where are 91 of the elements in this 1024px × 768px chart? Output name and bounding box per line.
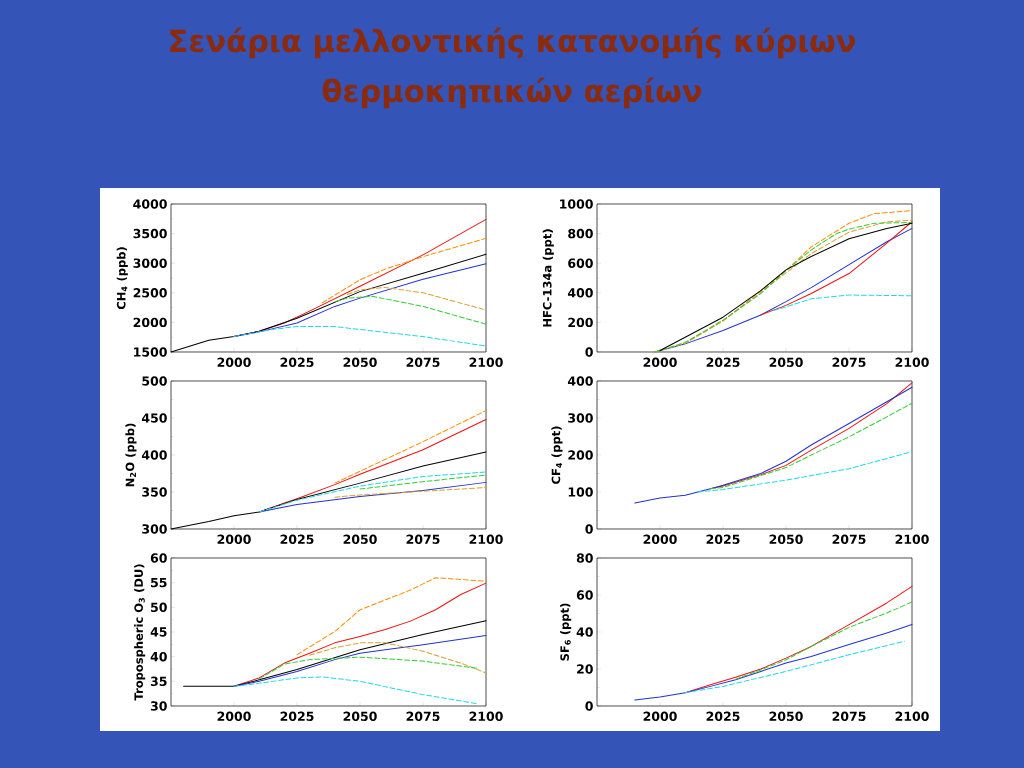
- y-tick-label: 800: [568, 228, 593, 239]
- x-tick-label: 2050: [343, 711, 377, 721]
- line-series: [760, 221, 913, 316]
- y-tick-label: 200: [568, 450, 593, 460]
- x-tick-label: 2000: [643, 357, 677, 367]
- line-series: [258, 418, 487, 513]
- y-tick-label: 55: [151, 578, 167, 588]
- y-tick-label: 60: [150, 553, 167, 563]
- x-tick-label: 2025: [280, 357, 314, 367]
- line-series: [334, 487, 487, 498]
- line-series: [709, 402, 913, 490]
- line-series: [233, 326, 487, 347]
- y-tick-label: 3000: [133, 258, 167, 268]
- x-tick-label: 2050: [769, 534, 803, 544]
- line-series: [233, 676, 479, 705]
- y-tick-label: 450: [141, 413, 167, 423]
- line-series: [258, 656, 479, 680]
- y-tick-label: 0: [585, 524, 593, 534]
- y-axis-title: N$_{2}$O (ppb): [125, 423, 137, 487]
- y-tick-label: 45: [150, 627, 167, 637]
- x-tick-label: 2100: [895, 711, 929, 721]
- x-tick-label: 2000: [643, 711, 677, 721]
- x-tick-label: 2100: [469, 357, 503, 367]
- line-series: [321, 237, 487, 304]
- x-tick-label: 2075: [406, 711, 440, 721]
- x-tick-label: 2100: [895, 534, 929, 544]
- x-tick-label: 2050: [769, 711, 803, 721]
- x-tick-label: 2025: [706, 534, 740, 544]
- chart-title: Σενάρια μελλοντικής κατανομής κύριων θερμοκηπικών αερίων: [170, 27, 856, 109]
- x-tick-label: 2000: [643, 534, 677, 544]
- x-tick-label: 2100: [895, 357, 929, 367]
- x-tick-label: 2100: [469, 711, 503, 721]
- y-tick-label: 400: [567, 288, 593, 298]
- y-tick-label: 30: [150, 701, 167, 711]
- y-tick-label: 100: [568, 487, 593, 497]
- line-series: [346, 286, 487, 311]
- y-tick-label: 1500: [134, 347, 167, 357]
- x-tick-label: 2025: [706, 711, 740, 721]
- y-tick-label: 50: [151, 602, 167, 613]
- y-tick-label: 0: [585, 701, 593, 711]
- line-series: [735, 601, 913, 680]
- x-tick-label: 2075: [406, 534, 440, 544]
- line-series: [634, 386, 913, 504]
- x-tick-label: 2100: [469, 534, 503, 544]
- x-tick-label: 2025: [280, 711, 314, 721]
- x-tick-label: 2050: [343, 357, 377, 367]
- x-tick-label: 2050: [769, 357, 803, 367]
- y-tick-label: 2000: [133, 317, 167, 328]
- x-tick-label: 2025: [706, 357, 740, 367]
- y-tick-label: 400: [141, 450, 167, 460]
- x-tick-label: 2000: [217, 534, 251, 544]
- line-series: [772, 294, 913, 312]
- y-tick-label: 60: [576, 590, 593, 600]
- y-tick-label: 40: [150, 651, 167, 662]
- y-tick-label: 80: [576, 553, 593, 563]
- x-tick-label: 2075: [832, 534, 866, 544]
- y-tick-label: 35: [150, 676, 167, 687]
- x-tick-label: 2075: [832, 357, 866, 367]
- y-axis-title: CF$_{4}$ (ppt): [551, 426, 563, 484]
- line-series: [334, 410, 487, 484]
- y-tick-label: 500: [142, 376, 167, 386]
- x-tick-label: 2000: [217, 357, 251, 367]
- x-tick-label: 2025: [280, 534, 314, 544]
- y-tick-label: 20: [577, 664, 593, 674]
- y-tick-label: 300: [142, 524, 167, 534]
- y-tick-label: 0: [585, 347, 593, 357]
- y-axis-title: Tropospheric O$_{3}$ (DU): [134, 564, 146, 701]
- y-tick-label: 1000: [560, 199, 593, 209]
- x-tick-label: 2000: [217, 711, 251, 721]
- y-tick-label: 3500: [133, 228, 167, 239]
- y-axis-title: CH$_{4}$ (ppb): [116, 247, 128, 310]
- y-axis-title: SF$_{6}$ (ppt): [560, 603, 572, 661]
- y-axis-title: HFC-134a (ppt): [542, 229, 554, 327]
- y-tick-label: 200: [568, 317, 593, 328]
- line-series: [684, 640, 905, 694]
- line-series: [258, 471, 487, 513]
- line-series: [334, 295, 487, 325]
- y-tick-label: 300: [568, 413, 593, 423]
- line-series: [296, 577, 487, 656]
- line-series: [697, 451, 913, 493]
- line-series: [634, 624, 913, 701]
- x-tick-label: 2075: [406, 357, 440, 367]
- x-tick-label: 2075: [832, 711, 866, 721]
- y-tick-label: 2500: [133, 288, 167, 298]
- y-tick-label: 4000: [133, 199, 167, 209]
- y-tick-label: 400: [567, 376, 593, 386]
- x-tick-label: 2050: [343, 534, 377, 544]
- y-tick-label: 600: [568, 258, 593, 268]
- line-series: [309, 642, 487, 674]
- y-tick-label: 350: [142, 487, 167, 497]
- y-tick-label: 40: [576, 627, 593, 637]
